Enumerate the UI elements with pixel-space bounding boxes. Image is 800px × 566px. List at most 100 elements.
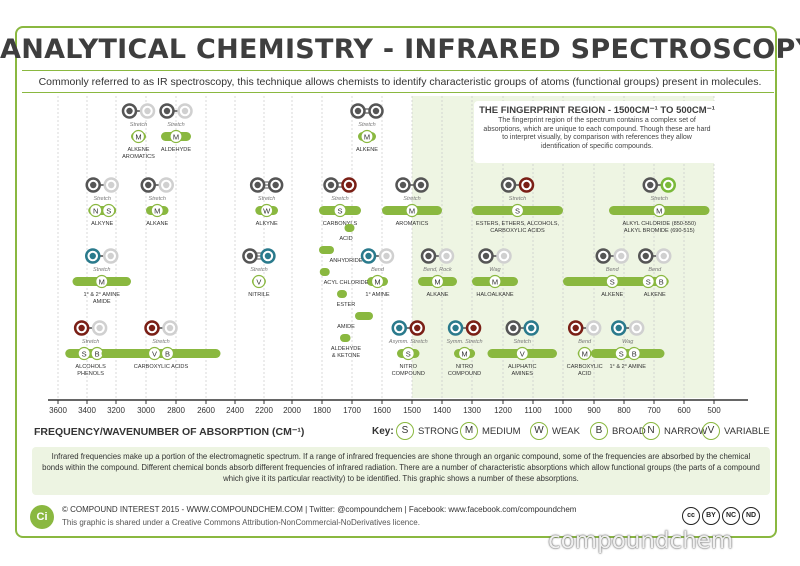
atom-core-icon bbox=[166, 324, 174, 332]
intensity-badge-icon bbox=[652, 203, 666, 218]
intensity-badge-icon bbox=[578, 346, 592, 361]
intensity-letter: M bbox=[135, 132, 141, 141]
legend-item: S STRONG bbox=[396, 422, 459, 442]
intensity-badge-icon bbox=[614, 346, 628, 361]
atom-core-icon bbox=[89, 252, 96, 260]
bond-label: AMIDE bbox=[93, 299, 111, 305]
atom-core-icon bbox=[523, 181, 530, 189]
creative-commons-badge: cc BY NC ND bbox=[682, 504, 766, 528]
fingerprint-title: THE FINGERPRINT REGION - 1500CM⁻¹ TO 500… bbox=[479, 105, 715, 116]
bond-label: ALKYL CHLORIDE (850-550) bbox=[623, 221, 697, 227]
x-tick-label: 800 bbox=[617, 406, 631, 415]
intensity-letter: V bbox=[256, 277, 261, 286]
fingerprint-region-box: THE FINGERPRINT REGION - 1500CM⁻¹ TO 500… bbox=[474, 101, 720, 163]
bond-label: 1° AMINE bbox=[365, 292, 390, 298]
atom-core-icon bbox=[505, 181, 512, 189]
carbonyl-band bbox=[340, 334, 351, 342]
intensity-badge-icon bbox=[654, 274, 668, 289]
intensity-badge-icon bbox=[160, 346, 175, 361]
intensity-letter: V bbox=[520, 349, 525, 358]
atom-core-icon bbox=[345, 181, 353, 189]
vibration-label: Stretch bbox=[358, 122, 375, 128]
bond-label: COMPOUND bbox=[392, 371, 425, 377]
x-tick-label: 1300 bbox=[463, 406, 481, 415]
x-tick-label: 900 bbox=[587, 406, 601, 415]
atom-core-icon bbox=[246, 252, 254, 260]
x-tick-label: 3400 bbox=[78, 406, 96, 415]
atom-core-icon bbox=[417, 181, 425, 189]
x-tick-label: 1100 bbox=[524, 406, 542, 415]
intensity-badge-icon bbox=[510, 203, 525, 218]
cc-nc-icon: NC bbox=[722, 507, 740, 525]
vibration-label: Stretch bbox=[258, 196, 275, 202]
bond-label: ALKANE bbox=[426, 292, 448, 298]
x-tick-label: 2600 bbox=[197, 406, 215, 415]
cc-icon: cc bbox=[682, 507, 700, 525]
atom-core-icon bbox=[365, 252, 372, 260]
bond-label: AROMATICS bbox=[396, 221, 429, 227]
x-tick-label: 1000 bbox=[554, 406, 572, 415]
bond-label: AMINES bbox=[512, 371, 534, 377]
intensity-badge-icon bbox=[95, 274, 109, 289]
legend-label: NARROW bbox=[664, 425, 708, 437]
x-tick-label: 700 bbox=[647, 406, 661, 415]
intensity-letter: W bbox=[263, 206, 271, 215]
carbonyl-band bbox=[337, 290, 347, 298]
info-box: Infrared frequencies make up a portion o… bbox=[32, 447, 770, 495]
intensity-letter: S bbox=[337, 206, 342, 215]
atom-core-icon bbox=[500, 252, 508, 260]
intensity-letter: S bbox=[610, 277, 615, 286]
axis-title: FREQUENCY/WAVENUMBER OF ABSORPTION (CM⁻¹… bbox=[34, 426, 305, 438]
intensity-badge-icon bbox=[370, 274, 385, 289]
atom-core-icon bbox=[90, 181, 97, 189]
intensity-badge-icon bbox=[147, 346, 162, 361]
atom-core-icon bbox=[600, 252, 607, 260]
intensity-badge-icon bbox=[641, 274, 655, 289]
intensity-badge-icon bbox=[260, 203, 274, 218]
vibration-label: Stretch bbox=[167, 122, 184, 128]
atom-core-icon bbox=[528, 324, 535, 332]
ir-absorption-chart: 3600 3400 3200 3000 2800 2600 2400 2200 2000 1800… bbox=[48, 96, 748, 415]
vibration-label: Bend bbox=[606, 267, 620, 273]
x-tick-label: 1400 bbox=[433, 406, 451, 415]
bond-label: CARBOXYLIC ACIDS bbox=[490, 228, 545, 234]
footer-licence: This graphic is shared under a Creative … bbox=[62, 518, 420, 527]
intensity-letter: B bbox=[95, 349, 100, 358]
vibration-label: Stretch bbox=[509, 196, 526, 202]
legend-label: STRONG bbox=[418, 425, 459, 437]
legend-item: N NARROW bbox=[642, 422, 707, 442]
watermark: compoundchem bbox=[548, 528, 734, 554]
atom-core-icon bbox=[145, 181, 152, 189]
intensity-letter: M bbox=[434, 277, 440, 286]
legend-letter: M bbox=[460, 422, 478, 440]
intensity-letter: M bbox=[173, 132, 179, 141]
vibration-label: Stretch bbox=[82, 339, 99, 345]
atom-core-icon bbox=[264, 252, 272, 260]
bond-label: CARBONYLS bbox=[323, 221, 358, 227]
x-tick-label: 500 bbox=[707, 406, 721, 415]
intensity-badge-icon bbox=[515, 346, 529, 361]
x-tick-label: 2200 bbox=[255, 406, 273, 415]
carbonyl-label: ESTER bbox=[337, 302, 356, 308]
vibration-label: Stretch bbox=[250, 267, 267, 273]
bond-label: COMPOUND bbox=[448, 371, 481, 377]
legend-letter: N bbox=[642, 422, 660, 440]
legend-item: B BROAD bbox=[590, 422, 646, 442]
legend: FREQUENCY/WAVENUMBER OF ABSORPTION (CM⁻¹… bbox=[34, 422, 774, 442]
vibration-label: Asymm. Stretch bbox=[388, 339, 428, 345]
intensity-badge-icon bbox=[131, 129, 146, 144]
atom-core-icon bbox=[590, 324, 597, 332]
vibration-label: Stretch bbox=[152, 339, 169, 345]
carbonyl-band bbox=[355, 312, 373, 320]
vibration-label: Bend bbox=[371, 267, 385, 273]
bond-label: NITRILE bbox=[248, 292, 270, 298]
atom-core-icon bbox=[414, 324, 421, 332]
atom-core-icon bbox=[572, 324, 579, 332]
legend-item: V VARIABLE bbox=[702, 422, 770, 442]
atom-core-icon bbox=[372, 107, 380, 115]
page-title: ANALYTICAL CHEMISTRY - INFRARED SPECTROS… bbox=[0, 34, 800, 65]
atom-core-icon bbox=[163, 181, 170, 189]
x-tick-label: 3000 bbox=[137, 406, 155, 415]
intensity-badge-icon bbox=[169, 129, 183, 144]
bond-label: ALCOHOLS bbox=[75, 364, 106, 370]
